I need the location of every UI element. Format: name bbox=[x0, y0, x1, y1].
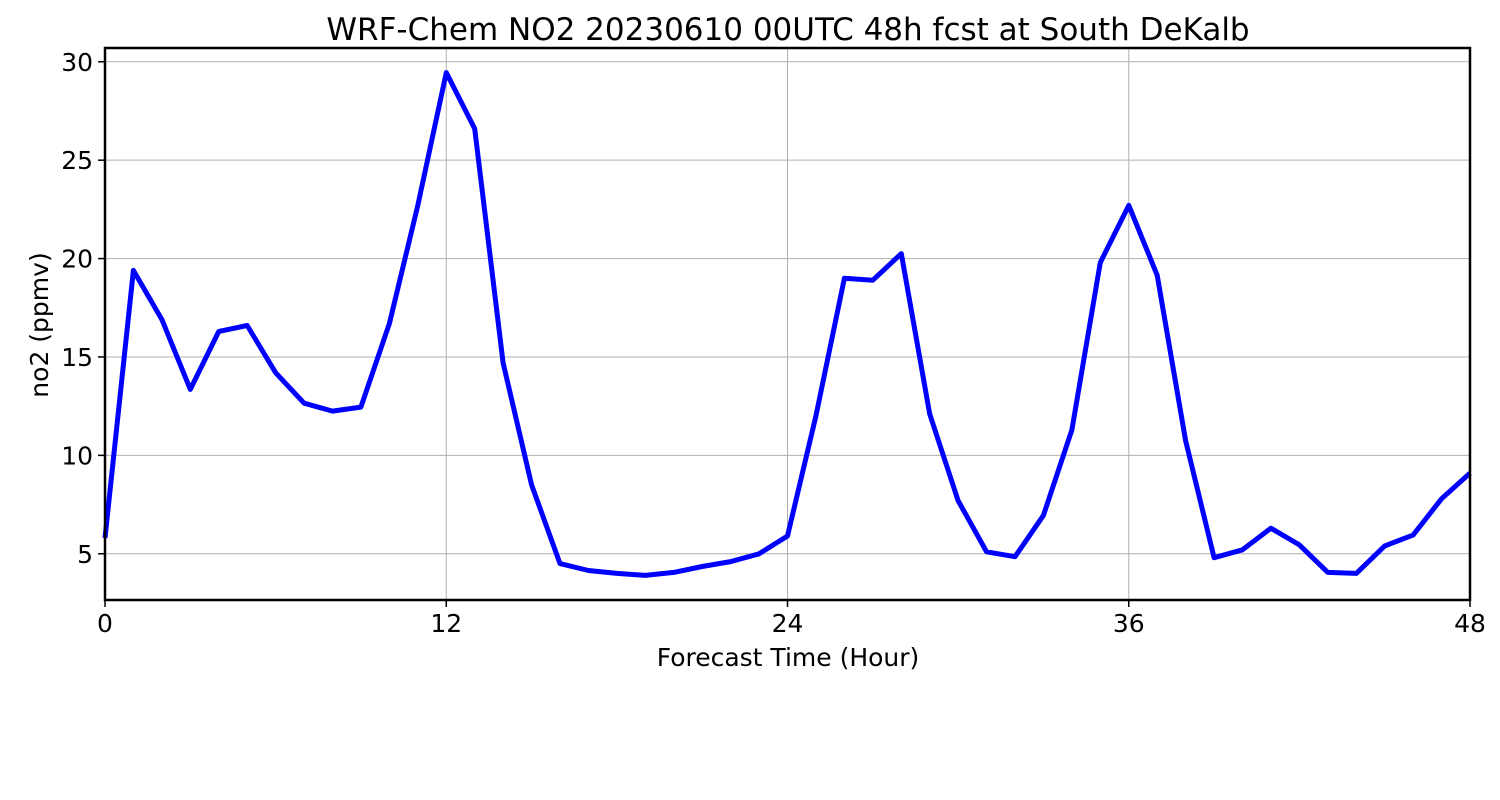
y-tick-label: 20 bbox=[61, 245, 93, 274]
y-tick-label: 10 bbox=[61, 441, 93, 470]
x-tick-label: 36 bbox=[1113, 609, 1145, 638]
y-tick-label: 5 bbox=[77, 540, 93, 569]
plot-area bbox=[102, 70, 1472, 578]
grid-lines bbox=[104, 48, 1471, 600]
series-line bbox=[102, 70, 1472, 578]
x-tick-label: 12 bbox=[430, 609, 462, 638]
x-tick-label: 48 bbox=[1454, 609, 1486, 638]
y-tick-label: 15 bbox=[61, 343, 93, 372]
x-tick-label: 0 bbox=[97, 609, 113, 638]
x-tick-label: 24 bbox=[772, 609, 804, 638]
y-axis-label: no2 (ppmv) bbox=[25, 252, 54, 397]
y-tick-label: 25 bbox=[61, 146, 93, 175]
y-tick-label: 30 bbox=[61, 48, 93, 77]
axis-ticks: 0 12 24 36 48 5 10 15 20 25 30 bbox=[61, 48, 1486, 638]
x-axis-label: Forecast Time (Hour) bbox=[657, 643, 920, 672]
chart-title: WRF-Chem NO2 20230610 00UTC 48h fcst at … bbox=[326, 12, 1249, 48]
